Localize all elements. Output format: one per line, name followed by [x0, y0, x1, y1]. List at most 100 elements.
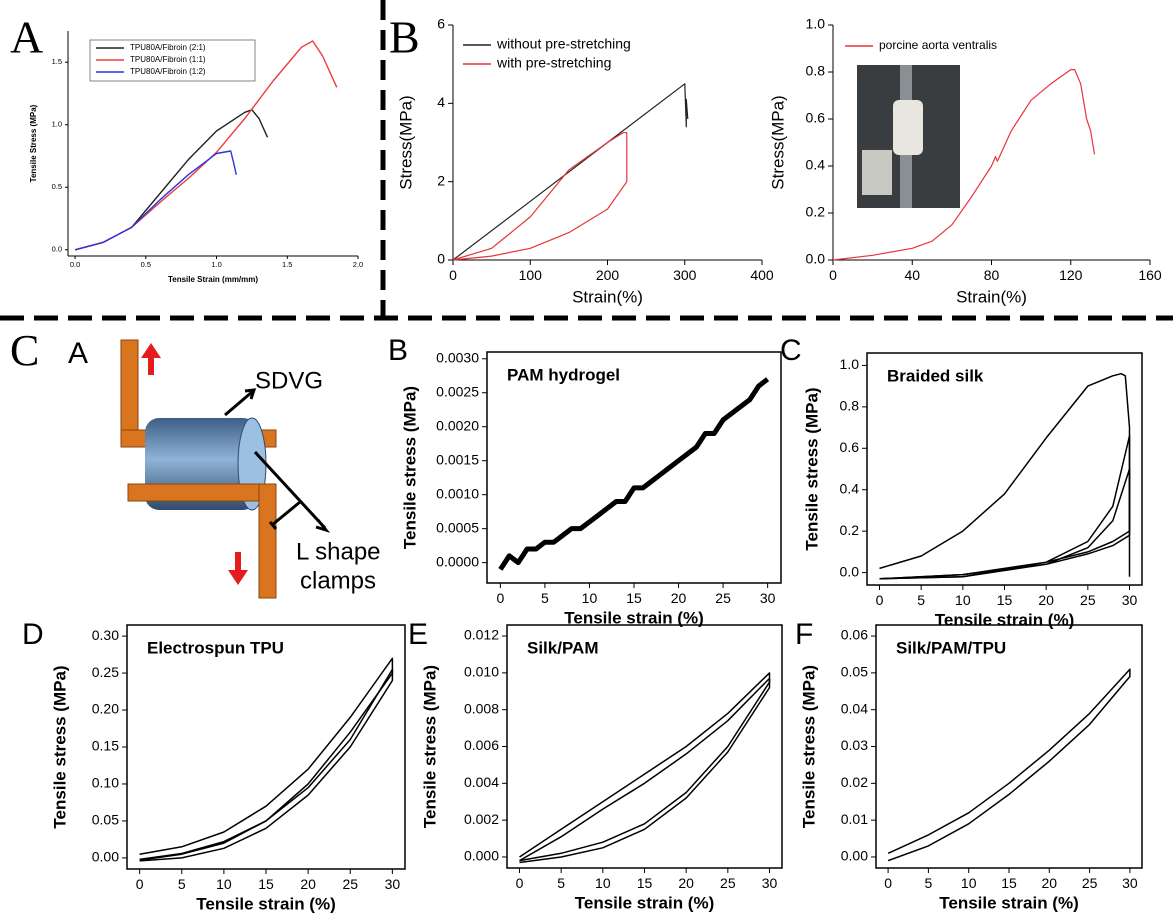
y-tick-label: 1.0 [840, 356, 860, 372]
y-tick-label: 0.06 [841, 627, 868, 643]
x-axis-title: Tensile strain (%) [935, 610, 1075, 629]
x-tick-label: 5 [557, 875, 565, 891]
y-tick-label: 0.30 [92, 627, 119, 643]
x-tick-label: 20 [1038, 592, 1054, 608]
y-tick-label: 0.5 [52, 182, 62, 191]
panel-label: B [388, 334, 408, 367]
x-axis-title: Strain(%) [956, 287, 1027, 306]
y-tick-label: 1.5 [52, 57, 62, 66]
y-tick-label: 0.0005 [436, 519, 479, 535]
y-axis-title: Tensile stress (MPa) [420, 665, 439, 828]
annotation: PAM hydrogel [507, 365, 620, 384]
y-axis-title: Tensile stress (MPa) [799, 665, 818, 828]
data-line [832, 69, 1096, 261]
data-line [452, 83, 689, 261]
x-tick-label: 0 [516, 875, 524, 891]
x-axis-title: Tensile strain (%) [575, 893, 715, 912]
legend-label: TPU80A/Fibroin (2:1) [130, 43, 206, 52]
schematic-text: L shape [296, 538, 381, 565]
data-line [139, 657, 394, 861]
y-tick-label: 0.20 [92, 701, 119, 717]
x-tick-label: 25 [342, 876, 358, 892]
y-tick-label: 0.6 [840, 439, 860, 455]
panel-label: B [389, 12, 420, 63]
y-tick-label: 0.0010 [436, 485, 479, 501]
x-tick-label: 0 [496, 590, 504, 606]
data-line [139, 668, 394, 862]
data-line [498, 377, 770, 571]
plot-frame [506, 624, 783, 869]
x-axis-title: Tensile strain (%) [564, 608, 704, 627]
x-tick-label: 20 [671, 590, 687, 606]
x-tick-label: 20 [300, 876, 316, 892]
y-tick-label: 0.04 [841, 700, 868, 716]
x-tick-label: 80 [984, 267, 1000, 283]
y-tick-label: 0.0 [806, 251, 826, 267]
y-tick-label: 0.0 [840, 563, 860, 579]
x-tick-label: 25 [1080, 592, 1096, 608]
panel-label: E [408, 618, 428, 651]
plot-frame [875, 624, 1143, 869]
x-tick-label: 25 [1082, 875, 1098, 891]
x-tick-label: 30 [760, 590, 776, 606]
y-axis-title: Stress(MPa) [768, 95, 787, 189]
x-tick-label: 1.5 [282, 260, 292, 269]
x-tick-label: 10 [955, 592, 971, 608]
y-tick-label: 0.00 [92, 849, 119, 865]
x-tick-label: 30 [1122, 875, 1138, 891]
x-tick-label: 0.0 [70, 260, 80, 269]
y-tick-label: 0.008 [464, 700, 499, 716]
x-tick-label: 15 [626, 590, 642, 606]
x-tick-label: 15 [997, 592, 1013, 608]
y-tick-label: 0.05 [92, 812, 119, 828]
annotation: Silk/PAM/TPU [896, 638, 1006, 657]
y-tick-label: 0.4 [806, 157, 826, 173]
x-tick-label: 5 [541, 590, 549, 606]
x-tick-label: 20 [678, 875, 694, 891]
x-tick-label: 200 [596, 267, 620, 283]
legend-label: porcine aorta ventralis [879, 38, 997, 52]
schematic [120, 339, 331, 599]
x-tick-label: 0 [876, 592, 884, 608]
annotation: Electrospun TPU [147, 638, 284, 657]
annotation: Silk/PAM [527, 638, 598, 657]
x-tick-label: 0 [884, 875, 892, 891]
y-tick-label: 0.03 [841, 737, 868, 753]
y-tick-label: 0.2 [806, 204, 826, 220]
x-tick-label: 30 [1122, 592, 1138, 608]
data-line [519, 677, 771, 864]
y-axis-title: Stress(MPa) [396, 95, 415, 189]
y-tick-label: 0.000 [464, 848, 499, 864]
y-tick-label: 0.05 [841, 664, 868, 680]
data-line [74, 109, 269, 251]
panel-label: F [795, 618, 813, 651]
x-tick-label: 10 [216, 876, 232, 892]
x-tick-label: 20 [1042, 875, 1058, 891]
y-tick-label: 1.0 [52, 120, 62, 129]
inset-photo-part [893, 100, 923, 155]
y-tick-label: 2 [437, 172, 445, 188]
y-tick-label: 0.010 [464, 664, 499, 680]
panel-label: D [22, 618, 44, 651]
schematic-text: SDVG [255, 367, 323, 394]
panel-label: C [780, 334, 802, 367]
x-tick-label: 15 [1001, 875, 1017, 891]
x-tick-label: 400 [750, 267, 774, 283]
x-tick-label: 10 [961, 875, 977, 891]
panel-label: A [10, 12, 43, 63]
y-tick-label: 0.0020 [436, 417, 479, 433]
schematic-text: clamps [300, 567, 376, 594]
y-tick-label: 4 [437, 94, 445, 110]
y-tick-label: 0.2 [840, 522, 860, 538]
y-tick-label: 0.00 [841, 848, 868, 864]
data-line [452, 132, 628, 261]
x-tick-label: 0 [829, 267, 837, 283]
y-tick-label: 0.25 [92, 664, 119, 680]
annotation: Braided silk [887, 366, 984, 385]
arrow [228, 552, 248, 585]
x-tick-label: 2.0 [353, 260, 363, 269]
x-axis-title: Tensile Strain (mm/mm) [168, 275, 258, 284]
x-tick-label: 30 [762, 875, 778, 891]
y-tick-label: 0.8 [806, 63, 826, 79]
